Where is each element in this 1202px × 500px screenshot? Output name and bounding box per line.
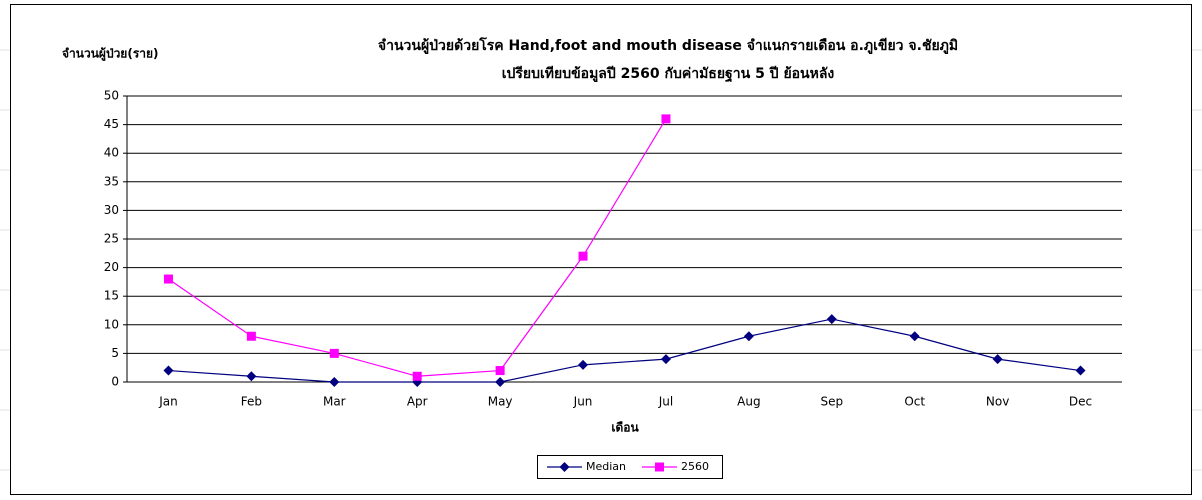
legend-box: [537, 455, 723, 479]
marker: [661, 114, 671, 124]
marker: [495, 377, 506, 387]
chart-title: จำนวนผู้ป่วยด้วยโรค Hand,foot and mouth …: [378, 36, 958, 54]
x-tick-label: Jun: [573, 395, 593, 409]
y-tick-label: 10: [104, 317, 119, 331]
marker: [329, 348, 339, 358]
x-tick-label: Jul: [658, 395, 673, 409]
marker: [743, 331, 754, 342]
x-tick-label: Jan: [158, 395, 178, 409]
x-axis-label: เดือน: [611, 421, 639, 435]
marker: [329, 377, 340, 387]
y-tick-label: 15: [104, 289, 119, 303]
marker: [909, 331, 920, 342]
x-tick-label: Mar: [323, 395, 346, 409]
legend-label: Median: [586, 460, 626, 473]
x-tick-label: Aug: [737, 395, 760, 409]
y-tick-label: 40: [104, 146, 119, 160]
x-tick-label: Apr: [407, 395, 428, 409]
marker: [1075, 365, 1086, 376]
x-tick-label: Sep: [820, 395, 843, 409]
sheet-grid: [0, 49, 1202, 471]
y-tick-label: 30: [104, 203, 119, 217]
y-tick-label: 50: [104, 89, 119, 103]
y-tick-label: 20: [104, 260, 119, 274]
y-tick-label: 35: [104, 174, 119, 188]
x-tick-label: May: [488, 395, 513, 409]
x-tick-label: Nov: [986, 395, 1009, 409]
marker: [578, 251, 588, 261]
x-tick-label: Oct: [904, 395, 925, 409]
marker: [163, 274, 173, 284]
marker: [163, 365, 174, 376]
y-tick-label: 5: [111, 346, 119, 360]
chart-subtitle: เปรียบเทียบข้อมูลปี 2560 กับค่ามัธยฐาน 5…: [502, 66, 835, 83]
series-line: [168, 318, 1081, 383]
y-tick-label: 45: [104, 117, 119, 131]
marker: [578, 359, 589, 370]
legend-marker: [559, 462, 570, 472]
x-tick-label: Feb: [241, 395, 262, 409]
marker: [992, 354, 1003, 365]
legend-marker: [655, 462, 664, 472]
marker: [826, 314, 837, 325]
y-axis-label: จำนวนผู้ป่วย(ราย): [62, 47, 159, 62]
marker: [246, 331, 256, 341]
x-tick-label: Dec: [1069, 395, 1092, 409]
y-tick-label: 25: [104, 232, 119, 246]
chart-frame: [10, 4, 1192, 495]
marker: [495, 366, 505, 376]
marker: [246, 371, 257, 382]
marker: [412, 371, 422, 381]
legend-label: 2560: [681, 460, 709, 473]
marker: [660, 354, 671, 365]
y-tick-label: 0: [111, 375, 119, 389]
